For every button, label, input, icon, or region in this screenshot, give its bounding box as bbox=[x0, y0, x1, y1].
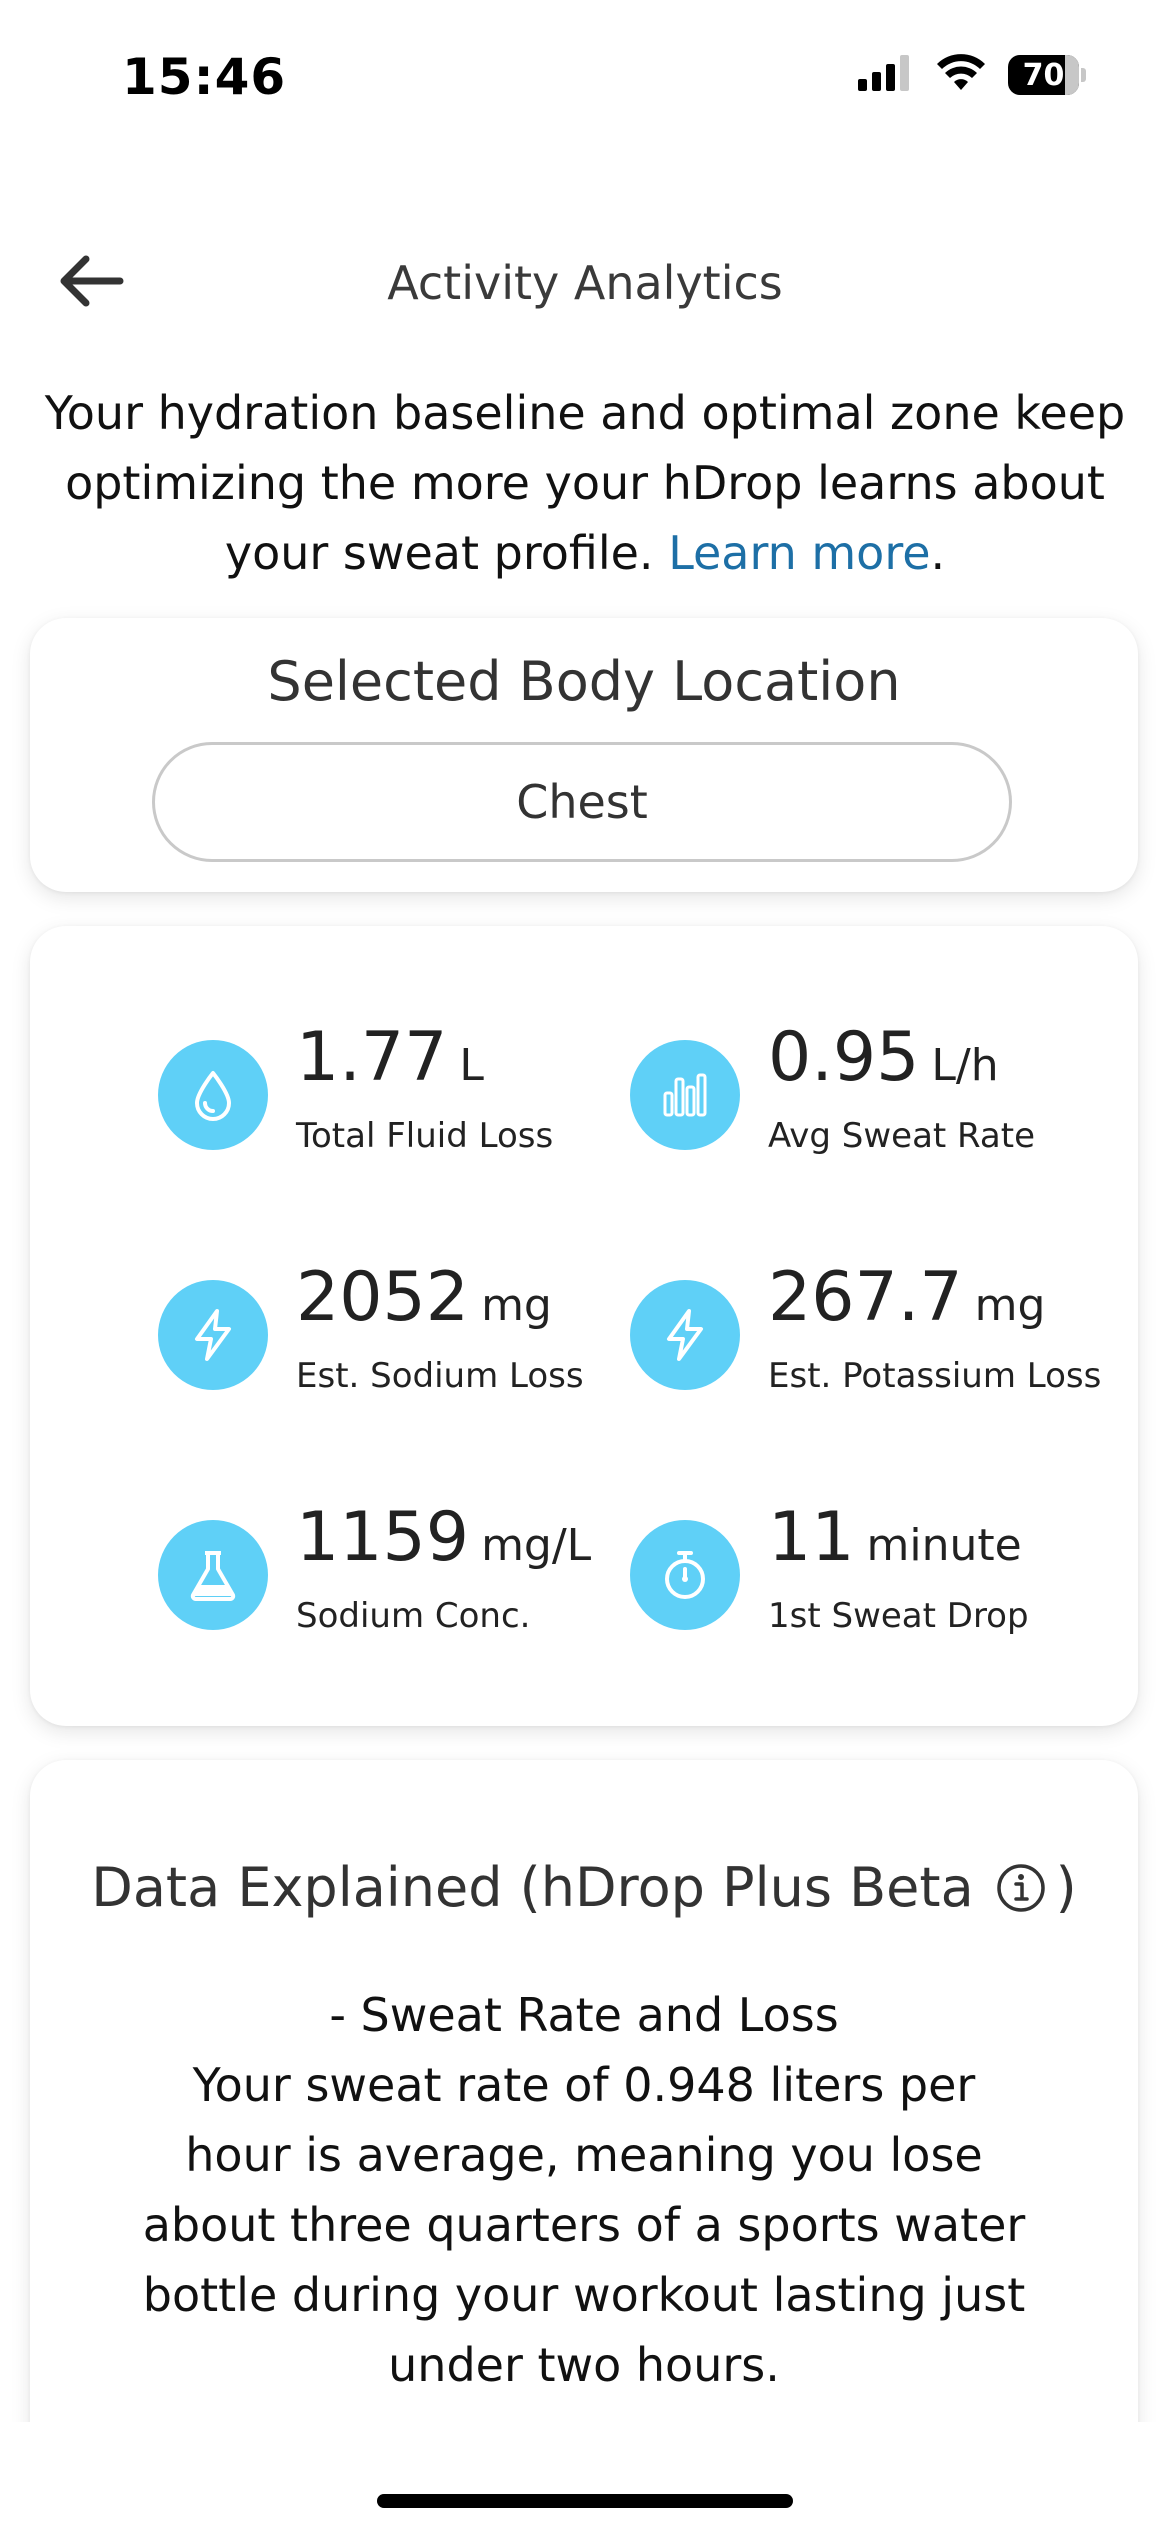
bottom-safe-area bbox=[0, 2422, 1170, 2532]
metric-unit: mg bbox=[481, 1280, 552, 1331]
header: Activity Analytics bbox=[0, 228, 1170, 338]
water-drop-icon bbox=[158, 1040, 268, 1150]
metric-unit: L bbox=[459, 1040, 484, 1091]
flask-icon bbox=[158, 1520, 268, 1630]
data-explained-title: Data Explained (hDrop Plus Beta ) bbox=[30, 1856, 1138, 1919]
metric-unit: L/h bbox=[931, 1040, 999, 1091]
metric-first-sweat-drop: 11 minute 1st Sweat Drop bbox=[630, 1498, 1100, 1646]
learn-more-link[interactable]: Learn more bbox=[668, 526, 931, 580]
metrics-card: 1.77 L Total Fluid Loss 0.95 L/h Avg Sweat… bbox=[30, 926, 1138, 1726]
lightning-icon bbox=[630, 1280, 740, 1390]
metric-sodium-concentration: 1159 mg/L Sodium Conc. bbox=[158, 1498, 628, 1646]
intro-trailing: . bbox=[930, 526, 946, 580]
data-explained-text: Your sweat rate of 0.948 liters per hour… bbox=[142, 2058, 1026, 2392]
cellular-signal-icon bbox=[858, 55, 914, 95]
page-title: Activity Analytics bbox=[387, 256, 783, 310]
wifi-icon bbox=[936, 54, 986, 96]
metric-label: Sodium Conc. bbox=[296, 1596, 531, 1636]
body-location-value: Chest bbox=[516, 775, 648, 829]
battery-indicator: 70 bbox=[1008, 55, 1086, 95]
body-location-card: Selected Body Location Chest bbox=[30, 618, 1138, 892]
metric-label: Total Fluid Loss bbox=[296, 1116, 554, 1156]
data-explained-body: - Sweat Rate and Loss Your sweat rate of… bbox=[140, 1980, 1028, 2400]
body-location-selector[interactable]: Chest bbox=[152, 742, 1012, 862]
battery-level: 70 bbox=[1022, 57, 1065, 93]
back-button[interactable] bbox=[50, 248, 130, 318]
status-time: 15:46 bbox=[122, 48, 287, 106]
status-bar: 15:46 70 bbox=[0, 0, 1170, 150]
metric-sodium-loss: 2052 mg Est. Sodium Loss bbox=[158, 1258, 628, 1406]
metric-total-fluid-loss: 1.77 L Total Fluid Loss bbox=[158, 1018, 628, 1166]
metric-avg-sweat-rate: 0.95 L/h Avg Sweat Rate bbox=[630, 1018, 1100, 1166]
body-location-title: Selected Body Location bbox=[267, 650, 901, 713]
arrow-left-icon bbox=[56, 253, 124, 313]
metric-value: 1.77 bbox=[296, 1018, 448, 1097]
metric-unit: minute bbox=[866, 1520, 1022, 1571]
metric-unit: mg/L bbox=[481, 1520, 592, 1571]
intro-body: Your hydration baseline and optimal zone… bbox=[44, 386, 1126, 580]
metric-value: 2052 bbox=[296, 1258, 470, 1337]
status-icons: 70 bbox=[858, 54, 1086, 96]
data-explained-card: Data Explained (hDrop Plus Beta ) - Swea… bbox=[30, 1760, 1138, 2532]
metric-potassium-loss: 267.7 mg Est. Potassium Loss bbox=[630, 1258, 1102, 1406]
metric-label: Est. Sodium Loss bbox=[296, 1356, 584, 1396]
data-explained-title-text: Data Explained (hDrop Plus Beta bbox=[91, 1856, 974, 1919]
metric-value: 1159 bbox=[296, 1498, 470, 1577]
metric-label: 1st Sweat Drop bbox=[768, 1596, 1029, 1636]
metric-value: 0.95 bbox=[768, 1018, 920, 1097]
metric-label: Est. Potassium Loss bbox=[768, 1356, 1102, 1396]
battery-icon: 70 bbox=[1008, 55, 1080, 95]
metric-label: Avg Sweat Rate bbox=[768, 1116, 1036, 1156]
metric-value: 11 bbox=[768, 1498, 855, 1577]
home-indicator[interactable] bbox=[377, 2494, 793, 2508]
stopwatch-icon bbox=[630, 1520, 740, 1630]
lightning-icon bbox=[158, 1280, 268, 1390]
intro-text: Your hydration baseline and optimal zone… bbox=[40, 378, 1130, 588]
data-explained-heading: - Sweat Rate and Loss bbox=[329, 1988, 839, 2042]
metric-unit: mg bbox=[974, 1280, 1046, 1331]
metric-value: 267.7 bbox=[768, 1258, 963, 1337]
data-explained-title-suffix: ) bbox=[1055, 1856, 1077, 1919]
info-circle-icon[interactable] bbox=[996, 1863, 1046, 1913]
bar-chart-icon bbox=[630, 1040, 740, 1150]
